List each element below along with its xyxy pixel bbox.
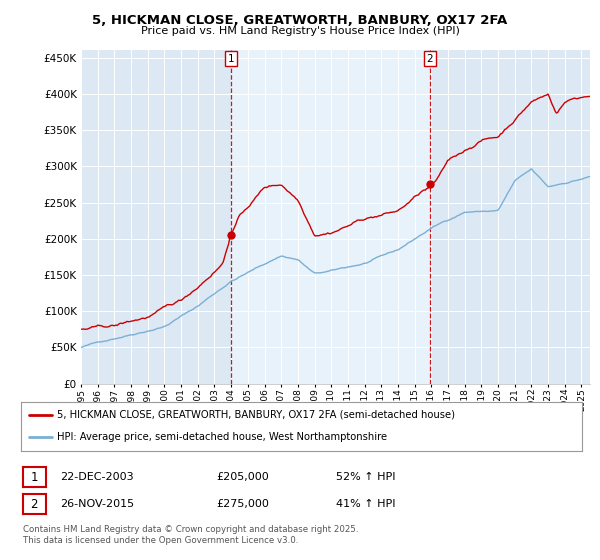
Text: 2: 2 [31, 497, 38, 511]
Text: HPI: Average price, semi-detached house, West Northamptonshire: HPI: Average price, semi-detached house,… [58, 432, 388, 442]
Text: 1: 1 [31, 470, 38, 484]
Text: Contains HM Land Registry data © Crown copyright and database right 2025.
This d: Contains HM Land Registry data © Crown c… [23, 525, 358, 545]
Text: 41% ↑ HPI: 41% ↑ HPI [336, 499, 395, 509]
Bar [230, 50, 430, 384]
Text: 52% ↑ HPI: 52% ↑ HPI [336, 472, 395, 482]
Text: £205,000: £205,000 [216, 472, 269, 482]
Text: 5, HICKMAN CLOSE, GREATWORTH, BANBURY, OX17 2FA: 5, HICKMAN CLOSE, GREATWORTH, BANBURY, O… [92, 14, 508, 27]
Text: Price paid vs. HM Land Registry's House Price Index (HPI): Price paid vs. HM Land Registry's House … [140, 26, 460, 36]
Text: 2: 2 [427, 54, 433, 64]
Text: 22-DEC-2003: 22-DEC-2003 [60, 472, 134, 482]
Text: 1: 1 [227, 54, 234, 64]
Text: 26-NOV-2015: 26-NOV-2015 [60, 499, 134, 509]
Text: £275,000: £275,000 [216, 499, 269, 509]
Text: 5, HICKMAN CLOSE, GREATWORTH, BANBURY, OX17 2FA (semi-detached house): 5, HICKMAN CLOSE, GREATWORTH, BANBURY, O… [58, 410, 455, 420]
